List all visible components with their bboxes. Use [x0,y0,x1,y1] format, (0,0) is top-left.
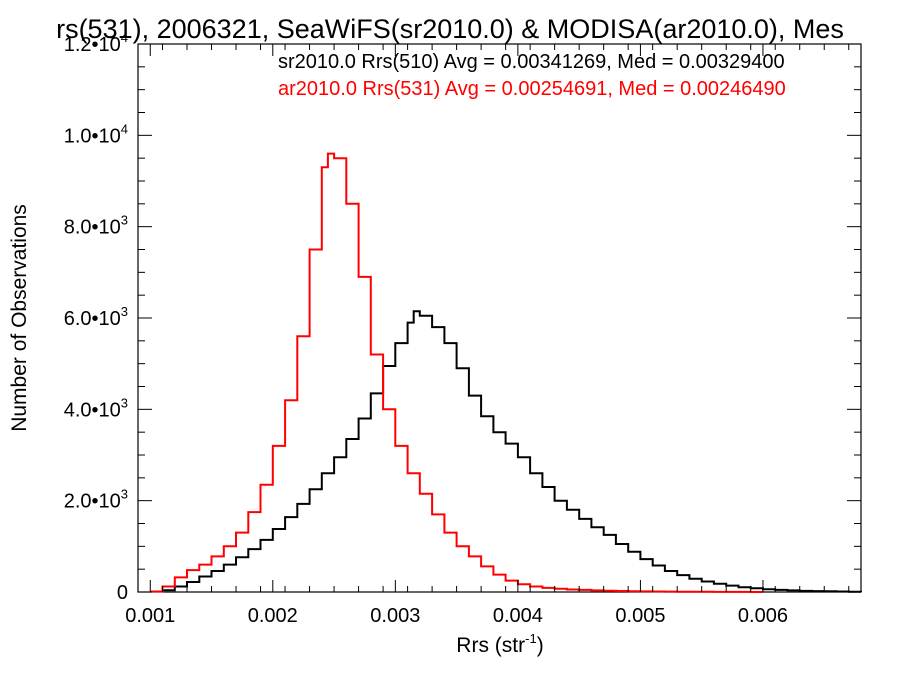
y-tick-label-1: 2.0•103 [64,487,128,513]
plot-frame [137,43,862,593]
chart-title: rs(531), 2006321, SeaWiFS(sr2010.0) & MO… [56,14,844,44]
x-tick-label-0: 0.001 [125,605,175,627]
x-tick-label-1: 0.002 [248,605,298,627]
ticks-layer: 0.001 0.002 0.003 0.004 0.005 0.006 0 2.0•103 4.… [64,30,861,627]
y-tick-label-3: 6.0•103 [64,304,128,330]
x-axis-label-main: Rrs (str [456,634,525,657]
y-tick-label-0: 0 [117,582,128,604]
series-line-1 [150,152,763,593]
y-tick-label-5: 1.0•104 [64,121,128,147]
y-tick-label-4: 8.0•103 [64,213,128,239]
series-layer [150,152,862,593]
x-tick-label-3: 0.004 [493,605,543,627]
x-tick-label-5: 0.006 [738,605,788,627]
x-tick-label-4: 0.005 [615,605,665,627]
y-tick-label-2: 4.0•103 [64,395,128,421]
y-tick-label-6: 1.2•104 [64,30,128,56]
legend-entry-red: ar2010.0 Rrs(531) Avg = 0.00254691, Med … [278,78,786,100]
legend-entry-black: sr2010.0 Rrs(510) Avg = 0.00341269, Med … [278,51,785,73]
x-axis-label-sup: -1 [525,631,537,646]
x-axis-label-close: ) [537,634,544,657]
x-tick-label-2: 0.003 [370,605,420,627]
series-line-0 [150,310,862,593]
y-axis-label: Number of Observations [8,204,31,432]
plot-area: 0.001 0.002 0.003 0.004 0.005 0.006 0 2.0•103 4.… [64,30,862,627]
x-axis-label: Rrs (str-1) [456,631,543,657]
